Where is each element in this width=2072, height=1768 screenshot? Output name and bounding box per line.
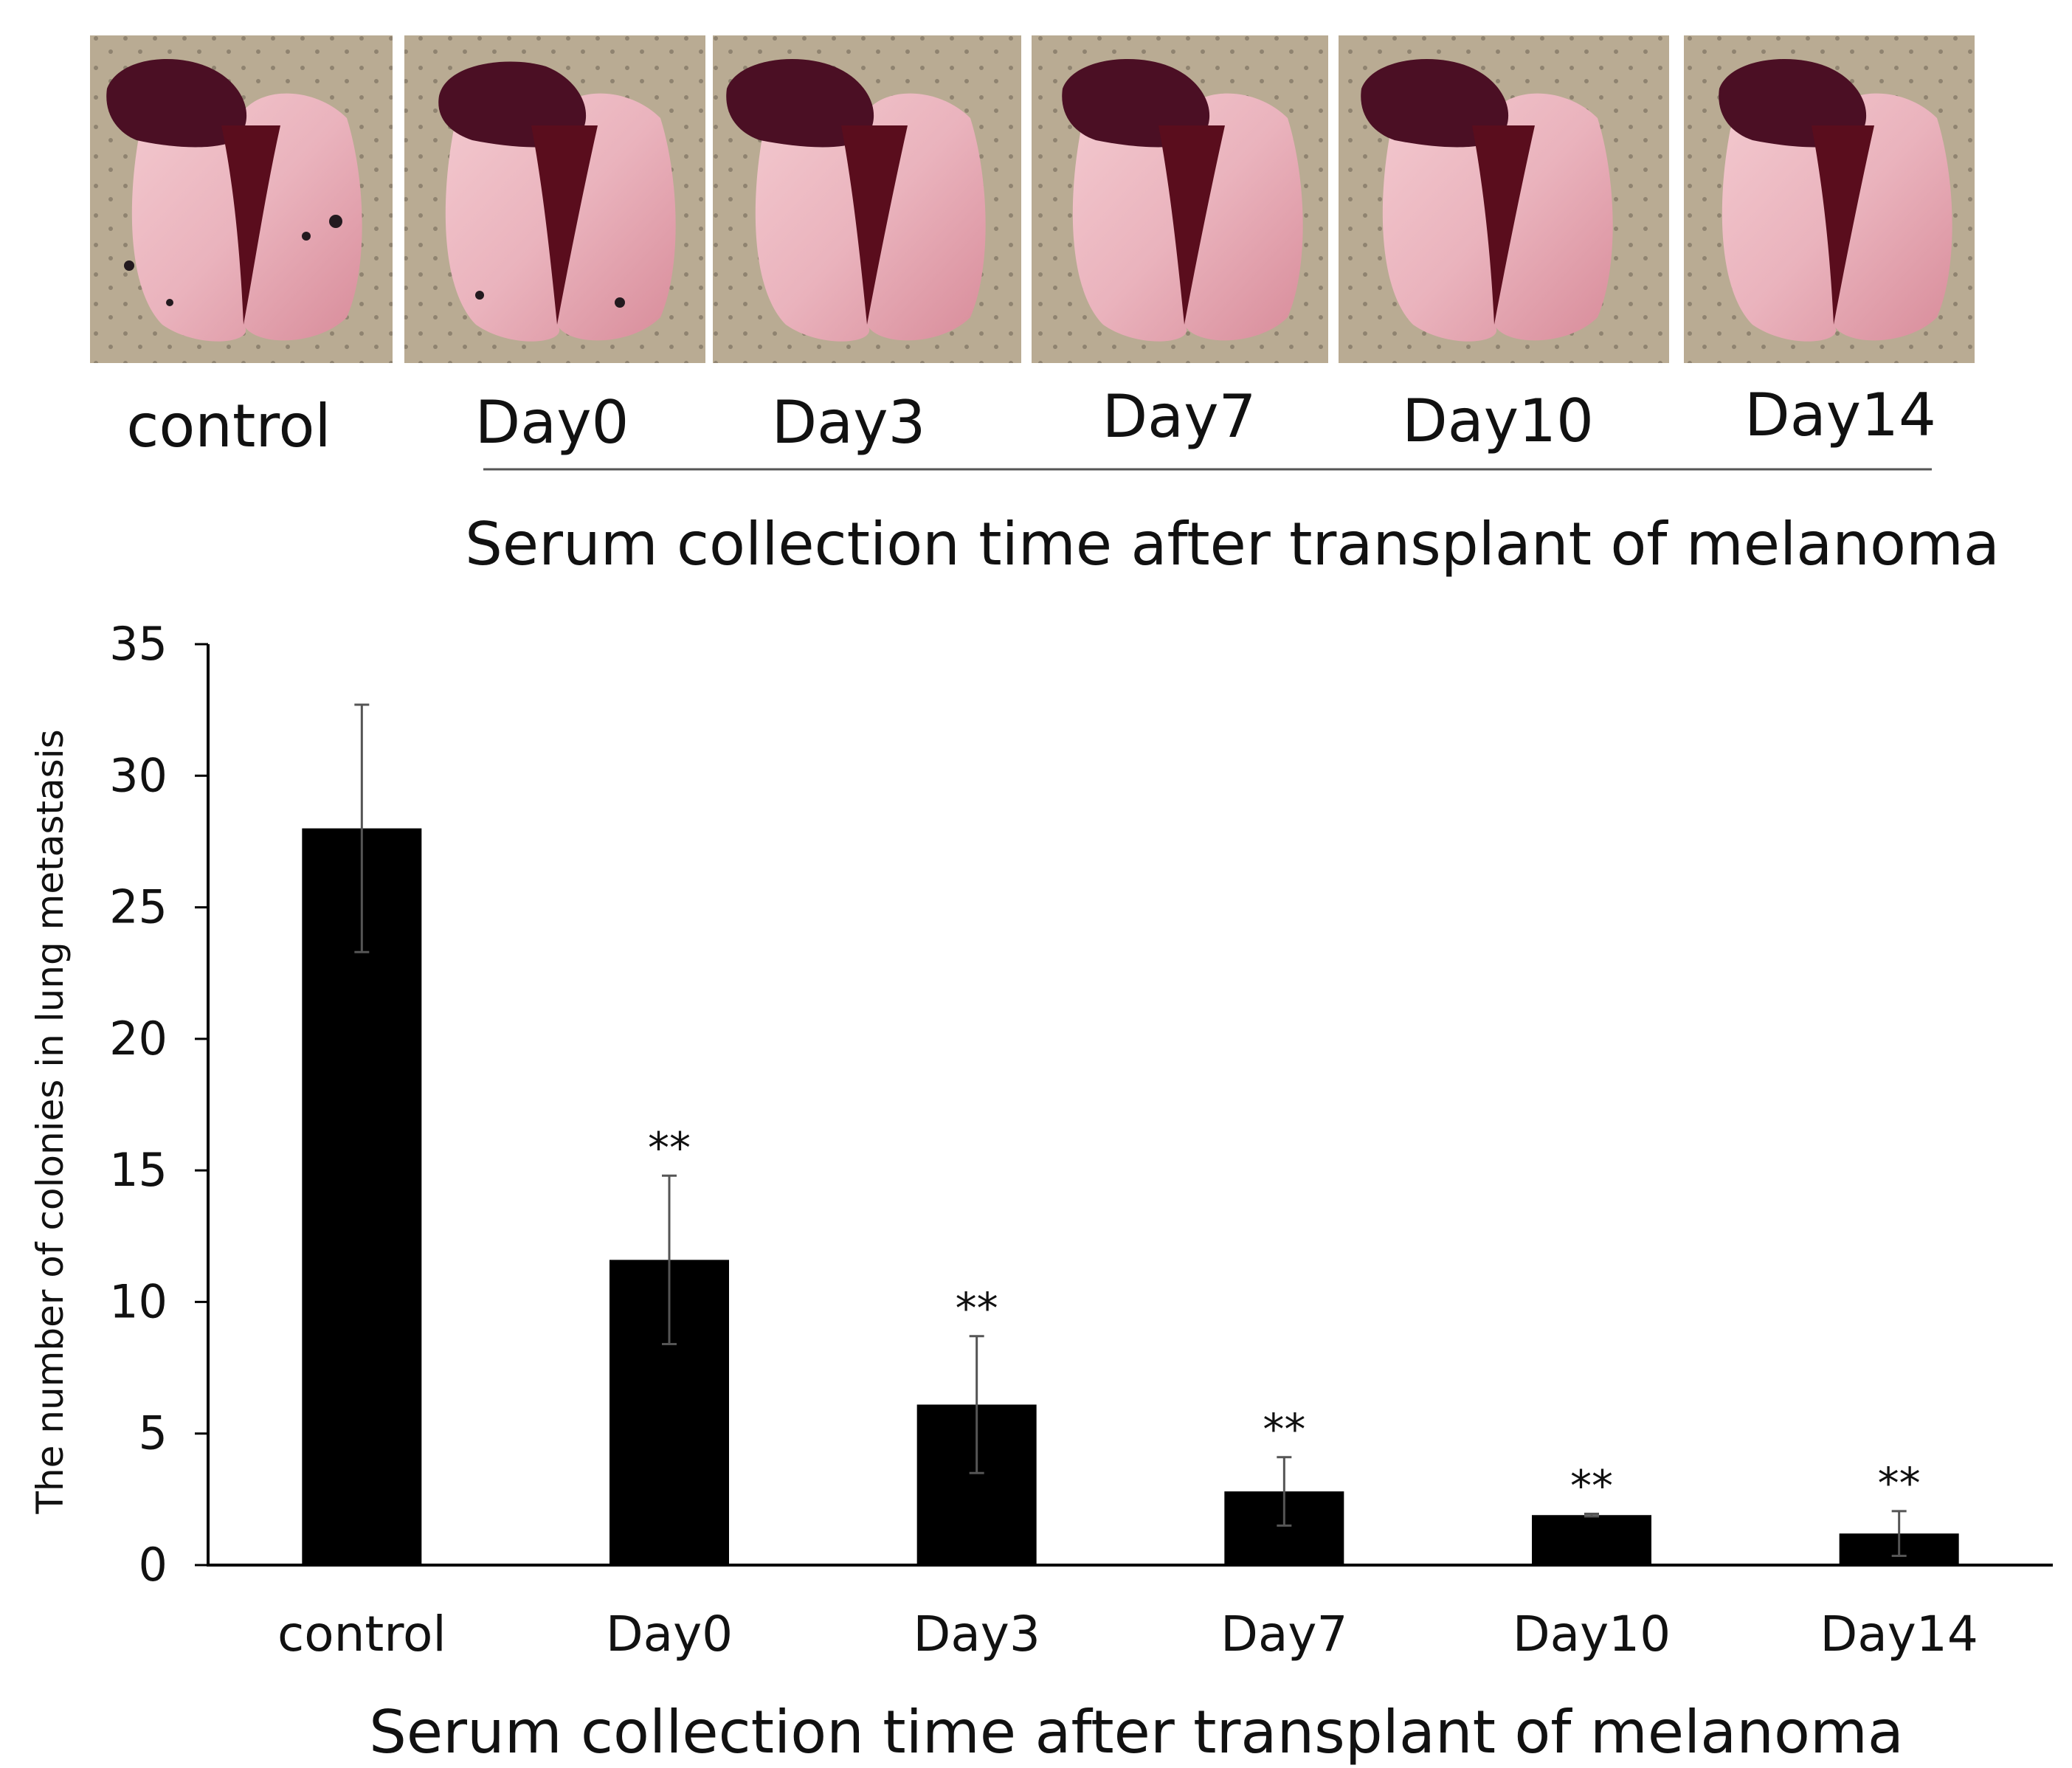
y-tick-label-0: 0 <box>139 1538 168 1592</box>
y-tick-label-2: 10 <box>109 1274 168 1328</box>
lung-photo-day14 <box>1684 35 1975 363</box>
y-tick-label-1: 5 <box>139 1406 168 1460</box>
lung-photo-day7 <box>1032 35 1328 363</box>
significance-marker-4: ** <box>1570 1460 1613 1510</box>
x-axis-label: Serum collection time after transplant o… <box>369 1698 1904 1767</box>
lung-photo-control <box>90 35 393 363</box>
significance-marker-3: ** <box>1263 1404 1305 1454</box>
photo-label-control: control <box>126 392 331 460</box>
bar-4 <box>1532 1515 1651 1565</box>
x-tick-label-0: control <box>277 1606 446 1662</box>
bars: ** ** ** ** ** <box>302 703 1959 1565</box>
y-tick-label-7: 35 <box>109 617 168 671</box>
y-tick-label-4: 20 <box>109 1012 168 1066</box>
photo-label-day0: Day0 <box>475 388 629 457</box>
x-tick-label-4: Day10 <box>1513 1606 1671 1662</box>
significance-marker-2: ** <box>956 1283 998 1333</box>
y-tick-label-5: 25 <box>109 880 168 934</box>
y-ticks: 0 5 10 15 20 25 30 35 <box>109 617 208 1592</box>
x-tick-label-5: Day14 <box>1820 1606 1978 1662</box>
y-axis-label: The number of colonies in lung metastasi… <box>29 729 72 1514</box>
photo-label-day10: Day10 <box>1402 387 1594 455</box>
photo-caption: Serum collection time after transplant o… <box>465 510 2000 579</box>
x-tick-label-2: Day3 <box>914 1606 1040 1662</box>
x-tick-label-1: Day0 <box>606 1606 733 1662</box>
lung-photo-day0 <box>404 35 705 363</box>
y-tick-label-3: 15 <box>109 1143 168 1197</box>
bar-chart: 0 5 10 15 20 25 30 35 ** ** ** ** ** control Day0 Day… <box>29 617 2053 1767</box>
y-tick-label-6: 30 <box>109 748 168 802</box>
photo-label-day3: Day3 <box>772 388 926 457</box>
lung-photo-day10 <box>1339 35 1669 363</box>
photo-label-day7: Day7 <box>1102 382 1257 451</box>
photo-panel: control Day0 Day3 Day7 Day10 Day14 Serum… <box>90 35 2000 579</box>
x-tick-label-3: Day7 <box>1220 1606 1347 1662</box>
significance-marker-5: ** <box>1878 1458 1921 1508</box>
x-tick-labels: control Day0 Day3 Day7 Day10 Day14 <box>277 1606 1978 1662</box>
photo-label-day14: Day14 <box>1744 381 1936 449</box>
lung-photo-day3 <box>713 35 1021 363</box>
significance-marker-1: ** <box>648 1122 691 1173</box>
